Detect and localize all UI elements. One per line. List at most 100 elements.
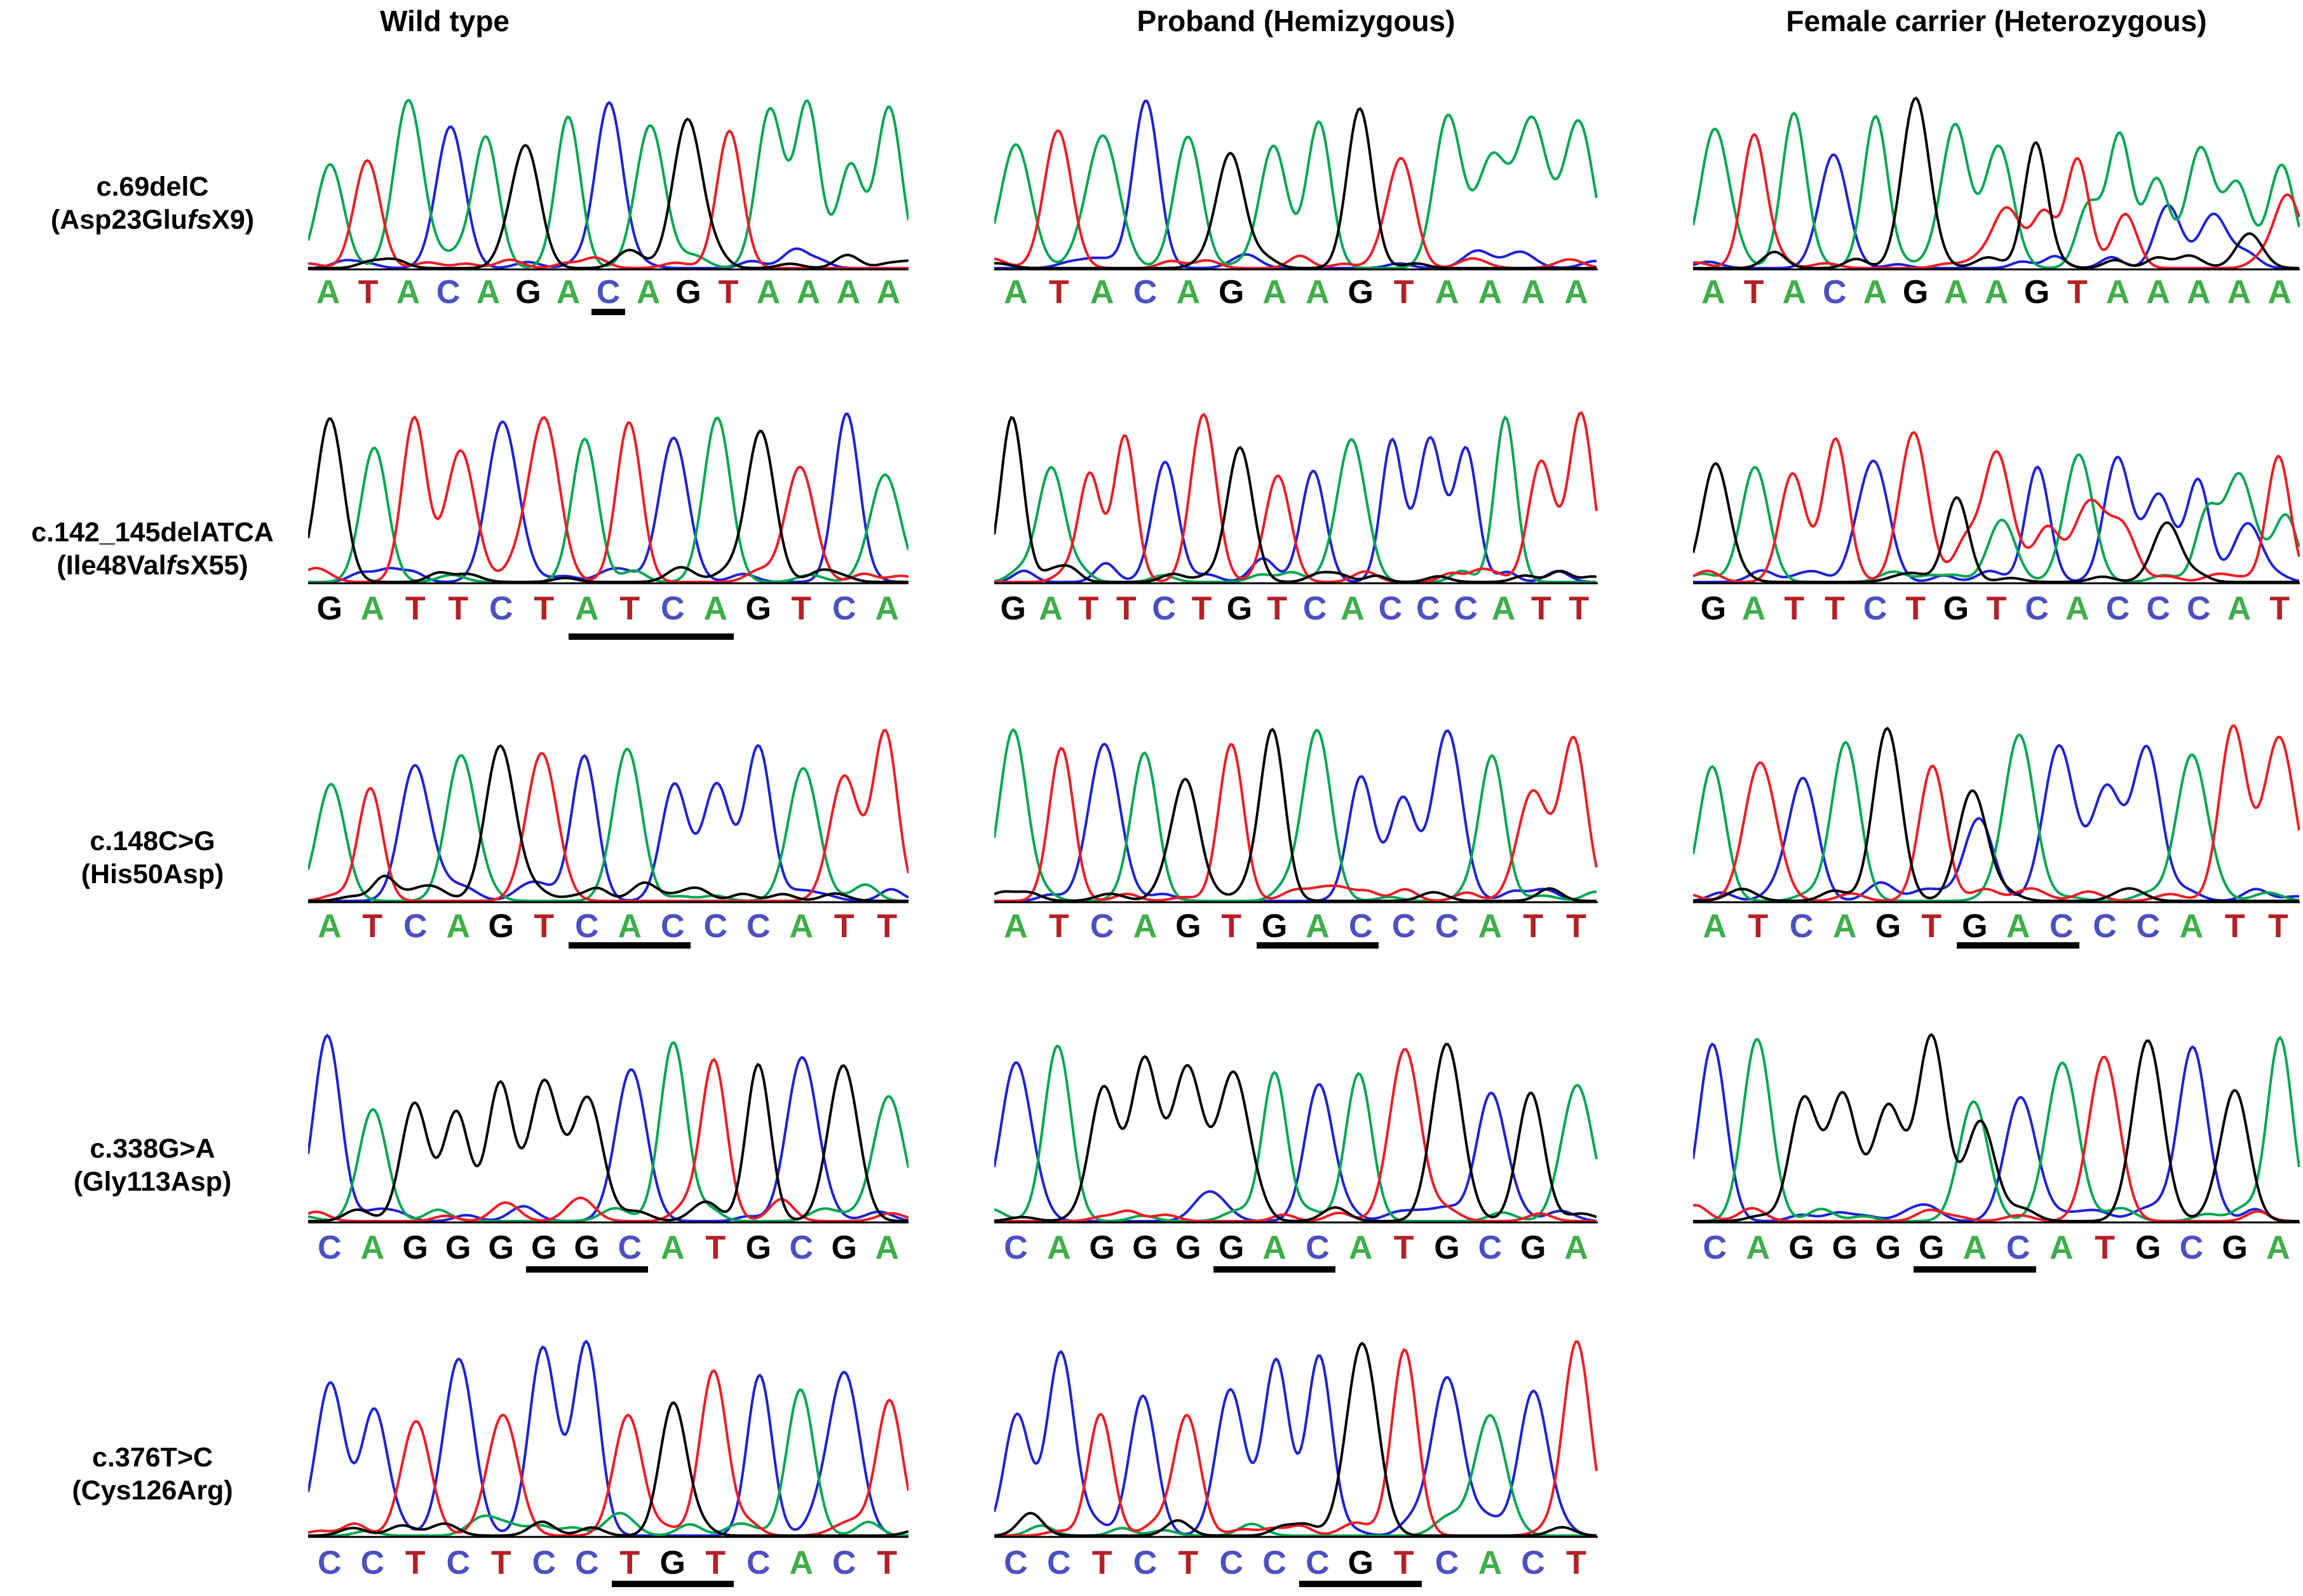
base-letter: C — [746, 908, 771, 945]
trace-G — [308, 1401, 908, 1537]
base-letter: A — [1349, 1229, 1373, 1266]
base-letter: G — [2222, 1229, 2248, 1266]
base-letter: C — [1004, 1545, 1028, 1581]
base-letter: C — [1454, 590, 1478, 627]
base-letter: C — [1306, 1545, 1330, 1581]
base-letter: T — [362, 908, 383, 945]
base-letter: A — [2105, 274, 2130, 311]
base-letter: G — [1132, 1229, 1158, 1266]
base-letter: G — [745, 1229, 771, 1266]
trace-G — [1693, 726, 2299, 902]
trace-G — [308, 1062, 908, 1222]
trace-plot — [1693, 431, 2300, 585]
base-letter: A — [1478, 1545, 1503, 1581]
base-letter: A — [1564, 274, 1588, 311]
protein-change: (Cys126Arg) — [72, 1475, 233, 1506]
base-letter: A — [789, 1545, 814, 1581]
mutation-name: c.142_145delATCA — [31, 517, 274, 548]
trace-plot — [308, 98, 908, 271]
base-letter: T — [1091, 1545, 1112, 1581]
base-letter: G — [515, 274, 541, 311]
trace-T — [1693, 431, 2300, 583]
base-letter: G — [1218, 274, 1245, 311]
base-letter: C — [1435, 908, 1459, 945]
trace-plot — [308, 729, 908, 903]
base-letter: G — [1434, 1229, 1460, 1266]
base-letter: A — [1944, 274, 1968, 311]
base-letter: T — [1393, 1545, 1414, 1581]
base-letter: C — [746, 1545, 771, 1581]
base-letter: G — [1089, 1229, 1115, 1266]
base-letter: G — [402, 1229, 428, 1266]
trace-plot — [994, 99, 1598, 271]
base-letter: G — [2135, 1229, 2161, 1266]
trace-T — [308, 415, 908, 583]
base-letter: C — [832, 590, 856, 627]
trace-C — [308, 743, 908, 902]
base-letter: A — [1133, 908, 1158, 945]
base-letter: C — [1302, 590, 1327, 627]
trace-plot — [994, 411, 1598, 585]
base-letter: C — [1703, 1229, 1727, 1266]
base-letter: T — [1921, 908, 1942, 945]
base-letter: C — [2093, 908, 2117, 945]
base-letter: A — [1090, 274, 1114, 311]
base-letter: A — [2227, 274, 2252, 311]
base-letter: A — [317, 908, 342, 945]
trace-C — [994, 729, 1597, 902]
base-letter: A — [796, 274, 821, 311]
base-letter: C — [1262, 1545, 1287, 1581]
base-letter: A — [618, 908, 642, 945]
base-letter: T — [405, 590, 426, 627]
column-header-proband: Proband (Hemizygous) — [1137, 4, 1455, 37]
base-letter: G — [1962, 908, 1988, 945]
mutation-underline — [1213, 1266, 1336, 1273]
base-letter: G — [1261, 908, 1288, 945]
base-letter: C — [618, 1229, 642, 1266]
base-letter: A — [1478, 908, 1503, 945]
base-letter: C — [703, 908, 728, 945]
base-letter: G — [1875, 1229, 1901, 1266]
base-letter: G — [1175, 1229, 1201, 1266]
base-letter: A — [2267, 274, 2292, 311]
base-letter: T — [448, 590, 469, 627]
base-letter: C — [403, 908, 428, 945]
base-letter: T — [1393, 1229, 1414, 1266]
base-letter: C — [1478, 1229, 1503, 1266]
base-letter: G — [445, 1229, 471, 1266]
trace-A — [308, 1041, 908, 1222]
trace-T — [308, 1369, 908, 1537]
base-letter: A — [1521, 274, 1545, 311]
base-letter: A — [360, 1229, 385, 1266]
base-letter: T — [1743, 274, 1764, 311]
base-letter: C — [317, 1229, 342, 1266]
base-letter: G — [1875, 908, 1901, 945]
base-letter: A — [2006, 908, 2030, 945]
base-letter: A — [789, 908, 814, 945]
base-letter: A — [1962, 1229, 1987, 1266]
mutation-underline — [1256, 942, 1379, 949]
trace-A — [308, 1388, 908, 1537]
base-letter: G — [1175, 908, 1201, 945]
trace-C — [1693, 456, 2300, 583]
row-label-c376T-C: c.376T>C (Cys126Arg) — [3, 1441, 302, 1507]
base-letter: C — [446, 1545, 471, 1581]
trace-plot — [994, 727, 1598, 903]
base-letter: T — [2095, 1229, 2115, 1266]
base-letter: T — [490, 1545, 511, 1581]
base-letter: T — [619, 1545, 640, 1581]
base-letter: A — [396, 274, 421, 311]
base-letter: A — [1004, 274, 1028, 311]
base-letter: T — [1048, 274, 1069, 311]
